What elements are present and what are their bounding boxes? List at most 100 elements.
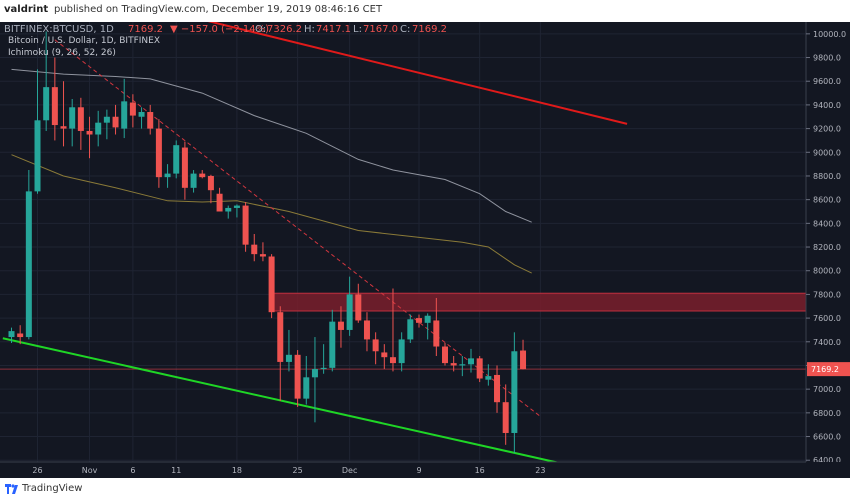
candle-body <box>8 331 15 338</box>
candle-body <box>268 256 275 313</box>
ohlc-close-value: 7169.2 <box>412 24 447 35</box>
publisher-name[interactable]: valdrint <box>4 4 49 15</box>
footer: TradingView <box>0 478 850 500</box>
candle-body <box>277 312 284 362</box>
candle-body <box>363 320 370 340</box>
candle-body <box>242 205 249 245</box>
candle-body <box>43 87 50 121</box>
ohlc-values: O: 7326.2 H: 7417.1 L: 7167.0 C: 7169.2 <box>255 24 447 35</box>
time-axis-panel <box>0 462 850 478</box>
candle-body <box>34 120 41 192</box>
candle-body <box>407 319 414 340</box>
candle-body <box>337 321 344 330</box>
candle-body <box>511 351 518 433</box>
candle-body <box>147 112 154 129</box>
time-tick-label: Nov <box>82 466 98 475</box>
candle-body <box>207 175 214 191</box>
price-tick-label: 7000.0 <box>813 385 841 394</box>
candle-body <box>25 191 32 338</box>
price-tick-label: 9600.0 <box>813 77 841 86</box>
candle-body <box>190 173 197 188</box>
candle-body <box>199 173 206 178</box>
candle-body <box>129 102 136 116</box>
candle-body <box>181 147 188 188</box>
ohlc-close-label: C: <box>400 24 410 35</box>
candle-body <box>520 350 527 370</box>
ohlc-open-value: 7326.2 <box>267 24 302 35</box>
last-price-label: 7169.2 <box>811 365 839 374</box>
candle-body <box>294 354 301 399</box>
time-tick-label: 25 <box>293 466 303 475</box>
resistance-zone <box>273 292 807 312</box>
candle-body <box>424 315 431 323</box>
candle-body <box>285 354 292 362</box>
tradingview-brand[interactable]: TradingView <box>22 483 83 494</box>
price-tick-label: 6400.0 <box>813 456 841 465</box>
grid <box>0 22 806 462</box>
time-tick-label: Dec <box>342 466 357 475</box>
candle-body <box>398 339 405 364</box>
candle-body <box>173 145 180 174</box>
price-tick-label: 9200.0 <box>813 125 841 134</box>
chart-background <box>0 22 850 478</box>
candle-body <box>138 112 145 117</box>
candle-body <box>433 320 440 347</box>
price-tick-label: 9000.0 <box>813 148 841 157</box>
price-axis-panel[interactable] <box>806 22 850 462</box>
candle-body <box>225 207 232 212</box>
legend-title[interactable]: Bitcoin / U.S. Dollar, 1D, BITFINEX <box>8 36 160 46</box>
candle-body <box>468 358 475 365</box>
candle-body <box>442 346 448 364</box>
price-tick-label: 7600.0 <box>813 314 841 323</box>
price-tick-label: 8000.0 <box>813 267 841 276</box>
candle-body <box>121 101 128 129</box>
ohlc-high-label: H: <box>304 24 315 35</box>
price-tick-label: 10000.0 <box>813 30 846 39</box>
candle-body <box>251 244 258 255</box>
time-axis: 26 Nov 6 11 18 25 Dec 9 16 23 <box>0 461 850 478</box>
candle-body <box>311 369 318 378</box>
candle-body <box>259 254 266 257</box>
candle-body <box>17 333 24 338</box>
chart-area[interactable]: 6400.06600.06800.07000.07200.07400.07600… <box>0 18 850 482</box>
candle-body <box>459 364 466 366</box>
candle-body <box>69 107 76 129</box>
candle-body <box>164 173 171 178</box>
candle-body <box>381 352 388 358</box>
price-tick-label: 6800.0 <box>813 409 841 418</box>
ichimoku-lines <box>11 68 532 274</box>
ohlc-low-label: L: <box>353 24 362 35</box>
ohlc-low-value: 7167.0 <box>363 24 398 35</box>
price-tick-label: 9400.0 <box>813 101 841 110</box>
price-tick-label: 7800.0 <box>813 290 841 299</box>
candles <box>8 31 527 454</box>
candle-body <box>494 374 501 403</box>
ohlc-high-value: 7417.1 <box>316 24 351 35</box>
candle-body <box>155 128 162 178</box>
dashed-trendline <box>54 39 541 417</box>
candle-body <box>77 107 84 131</box>
candlestick-chart[interactable]: 6400.06600.06800.07000.07200.07400.07600… <box>0 18 850 478</box>
time-tick-label: 11 <box>171 466 181 475</box>
time-tick-label: 23 <box>535 466 545 475</box>
red-trendline <box>202 18 628 125</box>
candle-body <box>355 294 362 321</box>
candle-body <box>389 357 396 364</box>
price-tick-label: 7400.0 <box>813 338 841 347</box>
legend-indicator[interactable]: Ichimoku (9, 26, 52, 26) <box>8 48 116 58</box>
candle-body <box>112 116 119 128</box>
candle-body <box>95 122 102 135</box>
time-tick-label: 6 <box>130 466 135 475</box>
header-change: ▼ −157.0 (−2.14%) <box>170 24 269 35</box>
tradingview-logo-icon <box>5 484 18 494</box>
price-axis: 6400.06600.06800.07000.07200.07400.07600… <box>805 22 850 465</box>
candle-body <box>450 363 457 366</box>
publish-header: valdrint published on TradingView.com, D… <box>0 0 850 22</box>
time-tick-label: 9 <box>416 466 421 475</box>
price-tick-label: 9800.0 <box>813 54 841 63</box>
price-tick-label: 6600.0 <box>813 433 841 442</box>
ichimoku-olive-line <box>11 154 532 274</box>
candle-body <box>86 130 93 135</box>
candle-body <box>303 377 310 399</box>
candle-body <box>320 367 327 370</box>
